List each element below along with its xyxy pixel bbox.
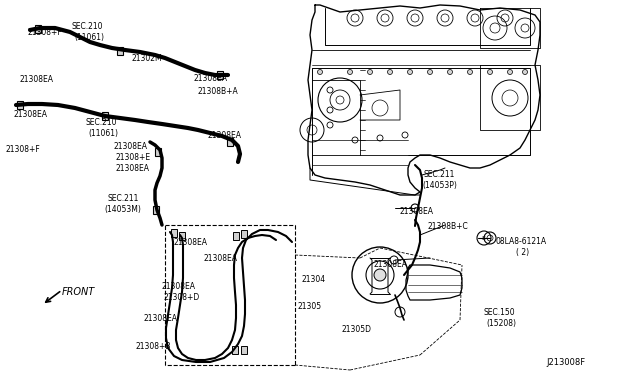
Text: 21308+F: 21308+F — [6, 145, 41, 154]
Bar — [241, 230, 247, 238]
Text: 21308+F: 21308+F — [28, 28, 63, 37]
Text: SEC.210: SEC.210 — [86, 118, 118, 127]
Bar — [227, 138, 233, 146]
Text: 21308EA: 21308EA — [113, 142, 147, 151]
Text: 21308B+A: 21308B+A — [197, 87, 237, 96]
Text: 21308EA: 21308EA — [20, 75, 54, 84]
Bar — [179, 232, 185, 240]
Circle shape — [428, 70, 433, 74]
Circle shape — [447, 70, 452, 74]
Text: 21308B+C: 21308B+C — [427, 222, 468, 231]
Text: 21308+D: 21308+D — [164, 293, 200, 302]
Text: 21302M: 21302M — [132, 54, 163, 63]
Text: 21308EA: 21308EA — [399, 207, 433, 216]
Bar — [241, 346, 247, 354]
Circle shape — [374, 269, 386, 281]
Text: SEC.211: SEC.211 — [107, 194, 138, 203]
Bar — [217, 71, 223, 79]
Bar — [171, 229, 177, 237]
Bar — [232, 346, 238, 354]
Text: 21308EA: 21308EA — [173, 238, 207, 247]
Text: 21308EA: 21308EA — [203, 254, 237, 263]
Circle shape — [348, 70, 353, 74]
Circle shape — [522, 70, 527, 74]
Circle shape — [488, 70, 493, 74]
Text: 21308EA: 21308EA — [193, 74, 227, 83]
Bar — [35, 25, 41, 33]
Text: 21308+B: 21308+B — [136, 342, 172, 351]
Text: 21308EA: 21308EA — [116, 164, 150, 173]
Bar — [102, 112, 108, 120]
Circle shape — [317, 70, 323, 74]
Text: 21308EA: 21308EA — [14, 110, 48, 119]
Bar — [117, 47, 123, 55]
Text: 08LA8-6121A: 08LA8-6121A — [496, 237, 547, 246]
Text: FRONT: FRONT — [62, 287, 95, 297]
Circle shape — [508, 70, 513, 74]
Text: 8: 8 — [482, 235, 486, 241]
Circle shape — [467, 70, 472, 74]
Text: SEC.211: SEC.211 — [424, 170, 456, 179]
Text: SEC.150: SEC.150 — [484, 308, 516, 317]
Text: (14053P): (14053P) — [422, 181, 457, 190]
Text: 21308EA: 21308EA — [373, 260, 407, 269]
Text: J213008F: J213008F — [546, 358, 585, 367]
Text: ( 2): ( 2) — [516, 248, 529, 257]
Text: SEC.210: SEC.210 — [72, 22, 104, 31]
Text: 21308EA: 21308EA — [208, 131, 242, 140]
Text: 21308+E: 21308+E — [116, 153, 151, 162]
Text: 21308EA: 21308EA — [144, 314, 178, 323]
Text: 21305D: 21305D — [341, 325, 371, 334]
Text: (11061): (11061) — [88, 129, 118, 138]
Text: 21308EA: 21308EA — [162, 282, 196, 291]
Text: 21304: 21304 — [301, 275, 325, 284]
Circle shape — [367, 70, 372, 74]
Text: (15208): (15208) — [486, 319, 516, 328]
Circle shape — [387, 70, 392, 74]
Bar — [153, 206, 159, 214]
Bar — [233, 232, 239, 240]
Text: (11061): (11061) — [74, 33, 104, 42]
Circle shape — [408, 70, 413, 74]
Text: 21305: 21305 — [297, 302, 321, 311]
Bar — [17, 101, 23, 109]
Bar — [155, 148, 161, 156]
Text: (14053M): (14053M) — [104, 205, 141, 214]
